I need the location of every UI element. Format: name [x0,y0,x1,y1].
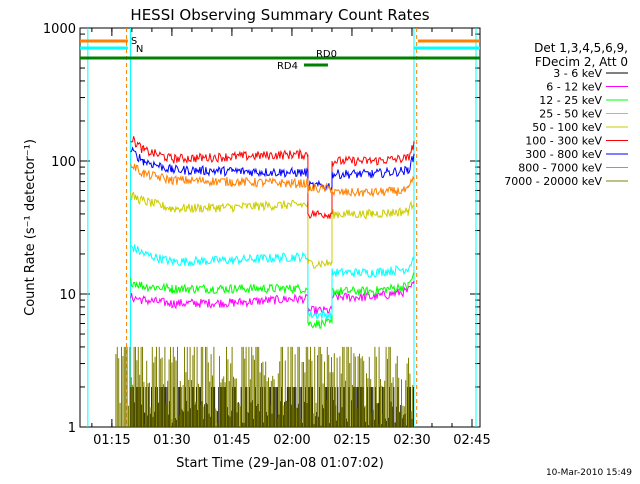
legend-entry-label: 100 - 300 keV [525,135,602,148]
series-50-100-keV-line [130,191,415,269]
legend-entry-label: 50 - 100 keV [532,121,602,134]
legend-entry-label: 800 - 7000 keV [518,162,602,175]
series-800-7000-keV-line [130,163,415,198]
legend-entry-label: 6 - 12 keV [546,81,602,94]
legend-header: Det 1,3,4,5,6,9, [534,41,628,55]
legend-entry-label: 12 - 25 keV [539,94,602,107]
y-tick-label: 100 [51,155,76,170]
decimation-label-rd0: RD0 [316,49,337,60]
x-tick-label: 02:15 [333,433,370,448]
legend-entry-label: 3 - 6 keV [553,67,602,80]
y-tick-label: 10 [59,288,76,303]
series-7000-20000-keV-line [115,346,414,427]
plot-date: 10-Mar-2010 15:49 [545,468,632,478]
plot-frame [79,27,481,428]
legend-entry-label: 25 - 50 keV [539,108,602,121]
saa-flag-label: S [131,36,137,47]
series-3-6-keV-line [130,387,414,427]
series-100-300-keV-line [130,136,415,220]
y-tick-label: 1 [68,421,76,436]
legend-header: FDecim 2, Att 0 [535,55,628,69]
series-25-50-keV-line [130,244,415,320]
legend-entry-label: 7000 - 20000 keV [504,175,602,188]
legend-entry-label: 300 - 800 keV [525,148,602,161]
x-tick-label: 01:45 [213,433,250,448]
x-tick-label: 01:30 [153,433,190,448]
x-tick-label: 02:30 [393,433,430,448]
y-tick-label: 1000 [43,22,76,37]
series-12-25-keV-line [130,272,415,329]
x-tick-label: 02:00 [273,433,310,448]
y-axis-label: Count Rate (s⁻¹ detector⁻¹) [23,139,38,316]
night-flag-label: N [136,44,143,55]
x-axis-label: Start Time (29-Jan-08 01:07:02) [176,456,384,471]
x-tick-label: 02:45 [453,433,490,448]
x-tick-label: 01:15 [93,433,130,448]
chart-title: HESSI Observing Summary Count Rates [130,6,429,24]
series-300-800-keV-line [130,146,415,191]
decimation-label-rd4: RD4 [277,61,298,72]
